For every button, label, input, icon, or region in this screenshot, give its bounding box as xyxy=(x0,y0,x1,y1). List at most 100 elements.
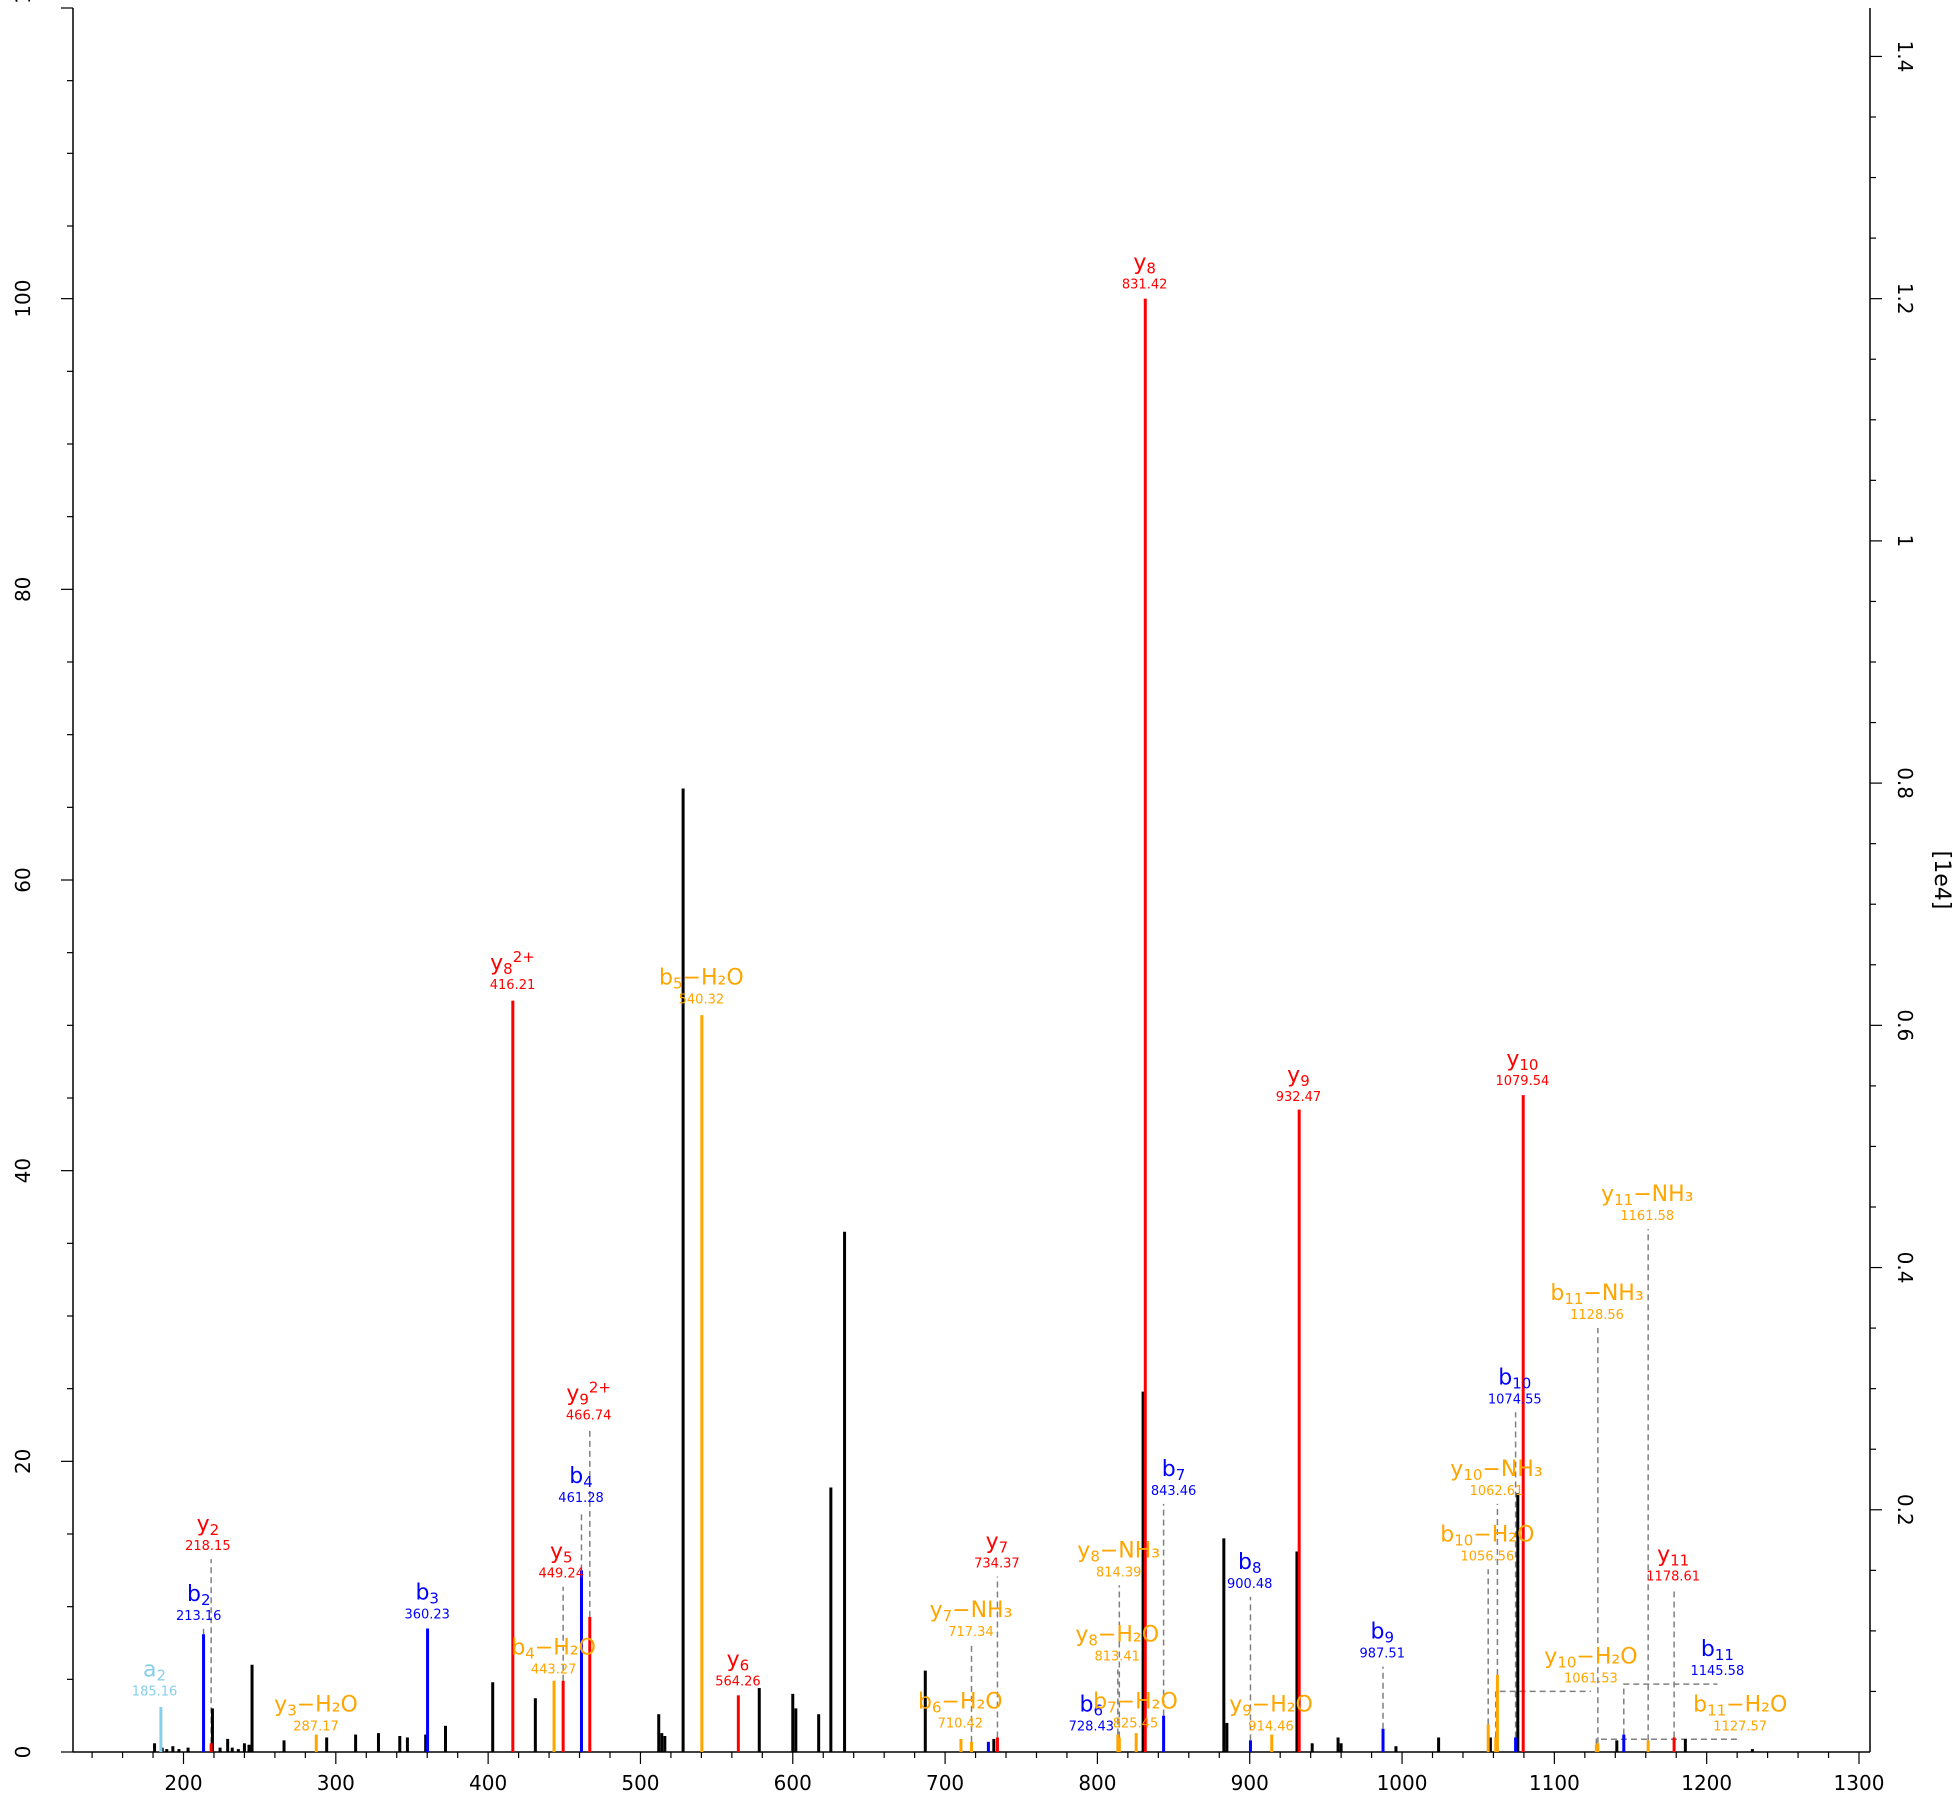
y-right-tick-label: 0.4 xyxy=(1893,1252,1917,1284)
x-tick-label: 1300 xyxy=(1834,1771,1885,1795)
ion-label: a2 xyxy=(143,1657,166,1684)
label-connectors xyxy=(202,1229,1741,1745)
mz-label: 1128.56 xyxy=(1570,1308,1624,1323)
ion-label: b11−H₂O xyxy=(1693,1692,1787,1719)
ion-label: b7−H₂O xyxy=(1093,1689,1178,1716)
ion-label: b8 xyxy=(1238,1550,1262,1577)
ion-label: y11 xyxy=(1657,1543,1689,1570)
x-tick-label: 900 xyxy=(1231,1771,1269,1795)
mz-label: 814.39 xyxy=(1096,1565,1142,1580)
mz-label: 218.15 xyxy=(185,1539,231,1554)
right-y-axis-ticks: 0.2 0.4 0.6 0.8 1 1.2 1.4 xyxy=(1870,41,1917,1693)
mz-label: 728.43 xyxy=(1069,1719,1115,1734)
ion-label: y3−H₂O xyxy=(274,1692,358,1719)
ion-label: y2 xyxy=(197,1512,220,1539)
mz-label: 1145.58 xyxy=(1690,1664,1744,1679)
x-tick-label: 800 xyxy=(1078,1771,1116,1795)
ion-label: y10 xyxy=(1506,1047,1538,1074)
x-tick-label: 400 xyxy=(469,1771,507,1795)
mz-label: 1074.55 xyxy=(1488,1392,1542,1407)
mz-label: 843.46 xyxy=(1151,1484,1197,1499)
mz-label: 1062.61 xyxy=(1470,1484,1524,1499)
ion-label: b6 xyxy=(1080,1692,1104,1719)
mz-label: 1178.61 xyxy=(1646,1570,1700,1585)
left-y-axis-ticks: 0 20 40 60 80 100 12 xyxy=(11,0,73,1758)
label-connector xyxy=(1623,1683,1718,1735)
mz-label: 564.26 xyxy=(715,1674,761,1689)
ion-label: b11−NH₃ xyxy=(1550,1281,1643,1308)
ion-label: y92+ xyxy=(566,1378,611,1408)
y-right-tick-label: 1.2 xyxy=(1893,283,1917,315)
mz-label: 734.37 xyxy=(974,1557,1020,1572)
ion-label: b4−H₂O xyxy=(511,1636,596,1663)
y-right-tick-label: 0.6 xyxy=(1893,1009,1917,1041)
y-left-tick-label: 0 xyxy=(11,1746,35,1759)
ion-label: b4 xyxy=(569,1464,593,1491)
y-right-tick-label: 0.8 xyxy=(1893,767,1917,799)
y-left-tick-label: 80 xyxy=(11,577,35,602)
ion-label: b5−H₂O xyxy=(659,966,744,993)
ion-label: b10 xyxy=(1498,1365,1531,1392)
ion-label: y8−H₂O xyxy=(1075,1623,1159,1650)
ion-label: b3 xyxy=(415,1580,439,1607)
mz-label: 1061.53 xyxy=(1564,1671,1618,1686)
ion-label: y9 xyxy=(1287,1063,1310,1090)
ion-label: b10−H₂O xyxy=(1440,1522,1534,1549)
mz-label: 914.46 xyxy=(1248,1719,1294,1734)
ion-label: y82+ xyxy=(490,948,535,978)
y-right-tick-label: 1 xyxy=(1893,535,1917,548)
mz-label: 1056.56 xyxy=(1460,1549,1514,1564)
mz-label: 449.24 xyxy=(538,1567,584,1582)
x-tick-label: 500 xyxy=(621,1771,659,1795)
y-right-tick-label: 1.4 xyxy=(1893,41,1917,73)
label-connector xyxy=(1595,1738,1741,1745)
x-tick-label: 300 xyxy=(317,1771,355,1795)
ion-label: y8 xyxy=(1133,251,1156,278)
mz-label: 443.27 xyxy=(531,1663,577,1678)
mz-label: 1079.54 xyxy=(1495,1074,1549,1089)
x-tick-label: 1200 xyxy=(1681,1771,1732,1795)
mz-label: 185.16 xyxy=(132,1684,178,1699)
x-tick-label: 1100 xyxy=(1529,1771,1580,1795)
ion-label: y7−NH₃ xyxy=(930,1598,1013,1625)
x-axis-ticks: 200 300 400 500 600 700 800 900 1000 1100 1200 1300 xyxy=(91,1752,1885,1795)
x-tick-label: 200 xyxy=(164,1771,202,1795)
ion-label: b9 xyxy=(1370,1620,1394,1647)
ion-label: b11 xyxy=(1701,1637,1734,1664)
x-tick-label: 1000 xyxy=(1377,1771,1428,1795)
ion-label: b7 xyxy=(1162,1457,1186,1484)
y-left-tick-label: 20 xyxy=(11,1449,35,1474)
x-tick-label: 600 xyxy=(774,1771,812,1795)
y-right-tick-label: 0.2 xyxy=(1893,1494,1917,1526)
ion-label: y11−NH₃ xyxy=(1601,1182,1693,1209)
mz-label: 1127.57 xyxy=(1713,1719,1767,1734)
peaks xyxy=(153,298,1754,1752)
x-tick-label: 700 xyxy=(926,1771,964,1795)
ion-label: y10−H₂O xyxy=(1544,1644,1637,1671)
y-left-tick-label: 40 xyxy=(11,1158,35,1183)
mz-label: 287.17 xyxy=(293,1719,339,1734)
mz-label: 466.74 xyxy=(566,1408,612,1423)
mz-label: 825.45 xyxy=(1113,1716,1159,1731)
y-left-tick-label: 100 xyxy=(11,280,35,318)
mz-label: 717.34 xyxy=(948,1625,994,1640)
ion-label: y10−NH₃ xyxy=(1450,1457,1542,1484)
mz-label: 900.48 xyxy=(1227,1577,1273,1592)
mz-label: 710.42 xyxy=(938,1716,984,1731)
ion-label: y8−NH₃ xyxy=(1077,1538,1160,1565)
mz-label: 461.28 xyxy=(558,1491,604,1506)
mz-label: 360.23 xyxy=(404,1607,450,1622)
right-axis-label: [1e4] xyxy=(1929,851,1952,910)
mz-label: 813.41 xyxy=(1094,1650,1140,1665)
mz-label: 540.32 xyxy=(679,993,725,1008)
axes: 200 300 400 500 600 700 800 900 1000 1100 1200 1300… xyxy=(11,0,1952,1795)
ion-label: y7 xyxy=(986,1530,1009,1557)
mz-label: 987.51 xyxy=(1359,1647,1405,1662)
mz-label: 416.21 xyxy=(490,978,536,993)
y-left-tick-label-partial: 12 xyxy=(11,0,35,4)
ion-label: y6 xyxy=(727,1647,750,1674)
ion-label: y5 xyxy=(550,1540,573,1567)
ion-label: b2 xyxy=(187,1582,211,1609)
